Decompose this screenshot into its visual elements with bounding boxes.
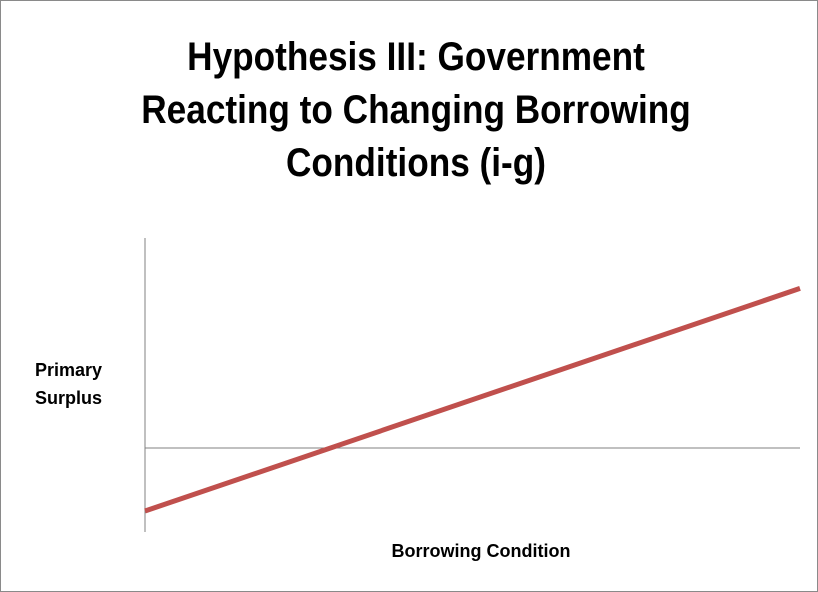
title-line-3: Conditions (i-g)	[285, 141, 547, 185]
y-axis-label-line-2: Surplus	[35, 388, 103, 408]
series-line-1	[144, 286, 801, 514]
page-title: Hypothesis III: Government Reacting to C…	[121, 31, 711, 190]
y-axis-label-line-1: Primary	[35, 360, 103, 380]
title-line-2: Reacting to Changing Borrowing	[141, 88, 691, 132]
series-layer	[144, 286, 801, 514]
x-axis-label: Borrowing Condition	[391, 541, 571, 561]
title-line-1: Hypothesis III: Government	[187, 35, 645, 79]
y-axis-label: Primary Surplus	[35, 356, 143, 412]
